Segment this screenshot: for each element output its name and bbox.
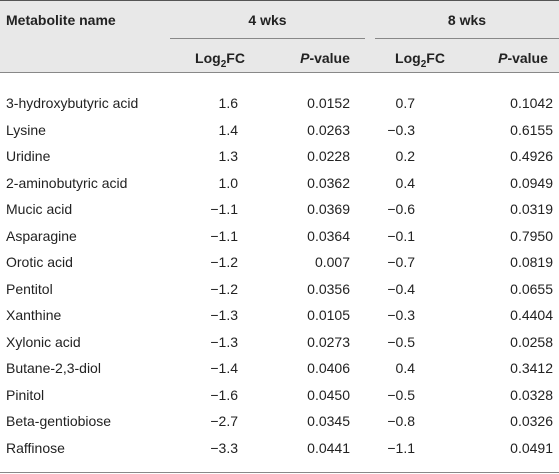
row-label: Butane-2,3-diol (6, 360, 101, 376)
cell: 0.4 (395, 360, 415, 376)
subheader: P-value (478, 49, 559, 67)
cell: 1.3 (218, 148, 238, 164)
cell: 0.0491 (510, 439, 553, 456)
cell: −0.8 (387, 413, 415, 429)
cell: 1.4 (218, 121, 238, 138)
subheader-text: -value (309, 50, 350, 66)
cell: 0.007 (314, 254, 350, 270)
subheader: P-value (280, 49, 370, 67)
cell: 0.0949 (510, 174, 553, 191)
bottom-rule (0, 472, 559, 473)
row-label: Xanthine (6, 307, 62, 323)
group-header: 8 wks (447, 12, 487, 28)
subheader: Log2FC (175, 49, 265, 74)
cell: −1.6 (210, 386, 238, 403)
cell: 0.0364 (307, 227, 350, 244)
cell: 0.0362 (307, 174, 350, 191)
cell: 1.0 (218, 174, 238, 191)
cell: −3.3 (210, 439, 238, 456)
cell: 0.0273 (307, 333, 350, 350)
row-label: Raffinose (6, 439, 65, 456)
cell: −0.4 (387, 280, 415, 297)
cell: 0.7950 (510, 227, 553, 244)
cell: 0.2 (395, 148, 415, 164)
row-label: Xylonic acid (6, 333, 81, 350)
subheader-text: Log (395, 50, 421, 66)
row-label: Uridine (6, 148, 51, 164)
cell: 0.0450 (307, 386, 350, 403)
cell: 0.1042 (510, 95, 553, 111)
cell: 0.6155 (510, 121, 553, 138)
cell: −1.4 (210, 360, 238, 376)
row-label: Pinitol (6, 386, 45, 403)
cell: −0.3 (387, 307, 415, 323)
group-rule (375, 38, 559, 39)
row-label: Orotic acid (6, 254, 73, 270)
cell: 0.0441 (307, 439, 350, 456)
row-label: Pentitol (6, 280, 53, 297)
cell: −0.6 (387, 201, 415, 217)
cell: 0.0356 (307, 280, 350, 297)
cell: 0.7 (395, 95, 415, 111)
subheader-italic: P (300, 50, 310, 66)
subheader-text: FC (426, 50, 445, 66)
subscript: 2 (420, 58, 427, 70)
group-header: 4 wks (248, 12, 287, 28)
row-label: 2-aminobutyric acid (6, 174, 128, 191)
cell: −1.2 (210, 254, 238, 270)
cell: −0.5 (387, 386, 415, 403)
cell: 0.0328 (510, 386, 553, 403)
cell: 0.4926 (510, 148, 553, 164)
cell: 0.0263 (307, 121, 350, 138)
header-band (0, 0, 559, 73)
cell: 0.0319 (510, 201, 553, 217)
cell: 0.0655 (510, 280, 553, 297)
column-header: Metabolite name (6, 12, 116, 28)
cell: −1.1 (210, 227, 238, 244)
row-label: 3-hydroxybutyric acid (6, 95, 139, 111)
row-label: Lysine (6, 121, 46, 138)
subheader-text: FC (226, 50, 245, 66)
subheader-italic: P (498, 50, 508, 66)
cell: −0.3 (387, 121, 415, 138)
cell: −2.7 (210, 413, 238, 429)
header-rule (0, 72, 559, 73)
cell: 0.4 (395, 174, 415, 191)
subscript: 2 (220, 58, 227, 70)
row-label: Beta-gentiobiose (6, 413, 112, 429)
cell: 0.0406 (307, 360, 350, 376)
cell: 0.0819 (510, 254, 553, 270)
subheader-text: Log (195, 50, 221, 66)
cell: −0.7 (387, 254, 415, 270)
subheader: Log2FC (375, 49, 465, 74)
cell: 0.0345 (307, 413, 350, 429)
cell: −1.1 (210, 201, 238, 217)
cell: −1.3 (210, 333, 238, 350)
cell: −1.3 (210, 307, 238, 323)
row-label: Asparagine (6, 227, 77, 244)
cell: 0.0152 (307, 95, 350, 111)
cell: −1.2 (210, 280, 238, 297)
group-rule (170, 38, 365, 39)
cell: −0.5 (387, 333, 415, 350)
cell: −0.1 (387, 227, 415, 244)
cell: 0.0326 (510, 413, 553, 429)
subheader-text: -value (507, 50, 548, 66)
cell: 0.0369 (307, 201, 350, 217)
cell: 0.0258 (510, 333, 553, 350)
row-label: Mucic acid (6, 201, 73, 217)
cell: 1.6 (218, 95, 238, 111)
cell: 0.4404 (510, 307, 553, 323)
cell: 0.0105 (307, 307, 350, 323)
cell: −1.1 (387, 439, 415, 456)
cell: 0.0228 (307, 148, 350, 164)
cell: 0.3412 (510, 360, 553, 376)
